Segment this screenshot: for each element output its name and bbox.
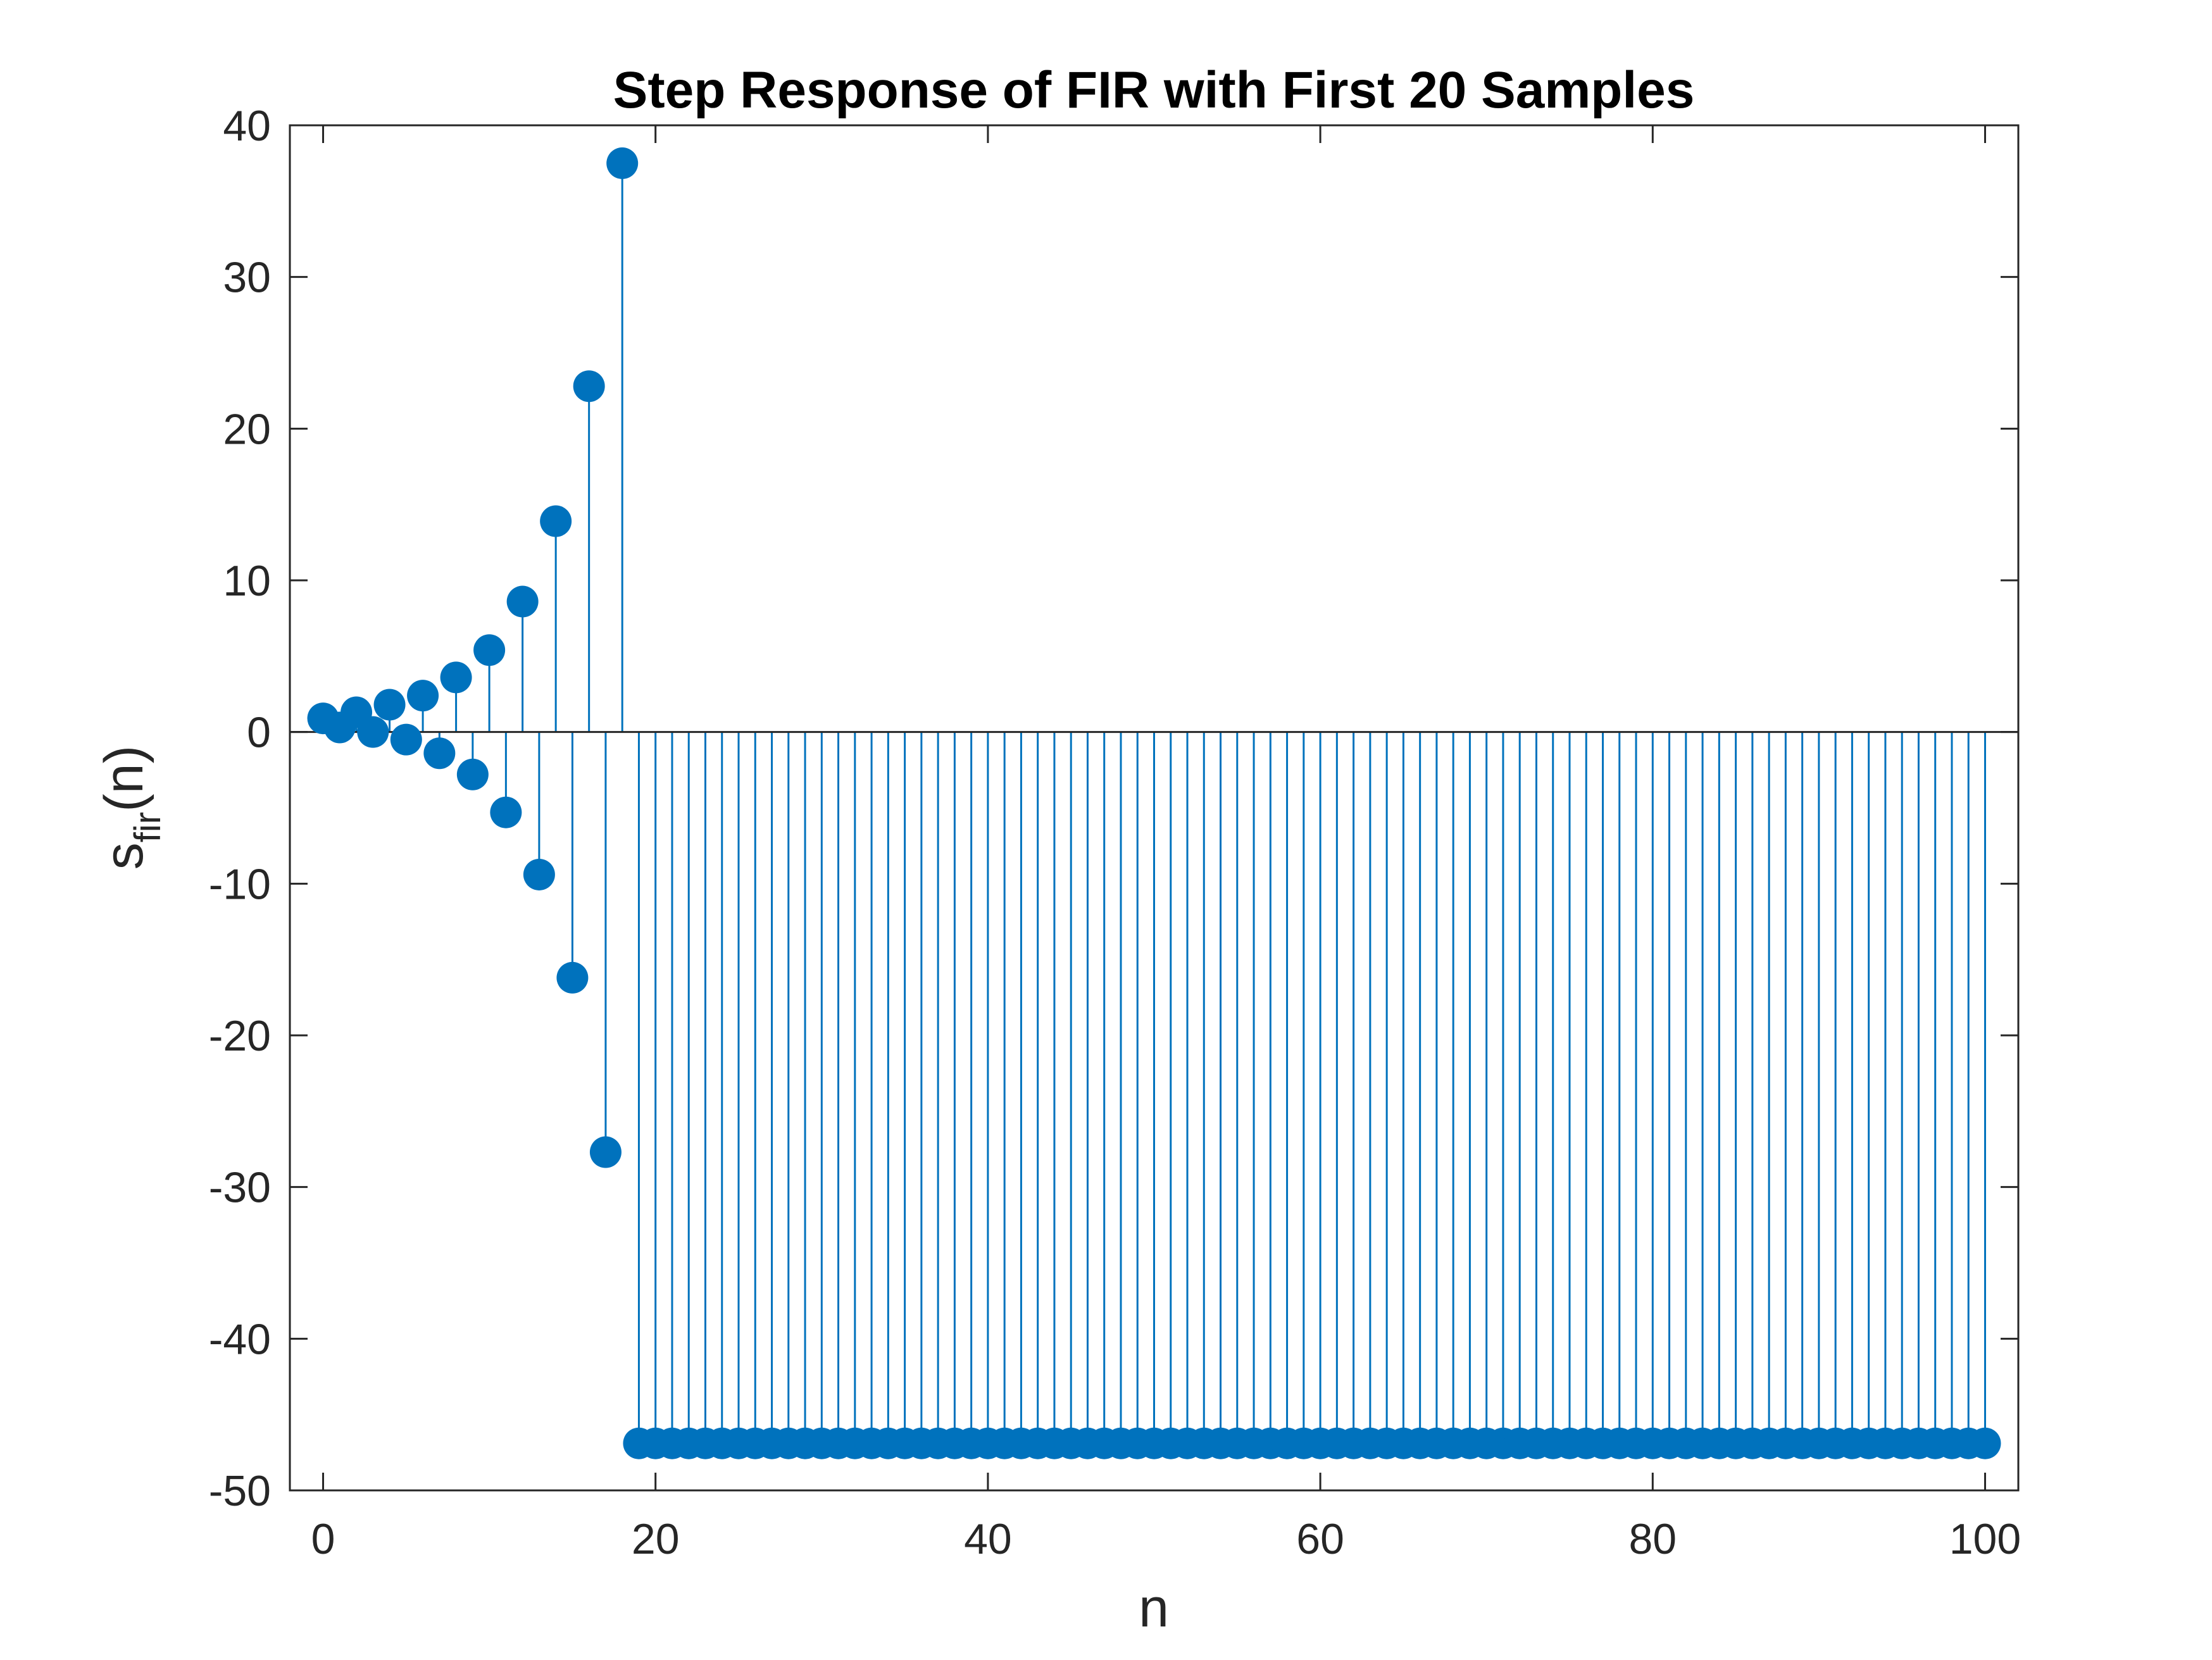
x-tick-label: 0 <box>311 1515 335 1563</box>
y-tick-label: 40 <box>223 102 271 150</box>
stem-marker <box>589 1136 622 1168</box>
x-tick-label: 60 <box>1296 1515 1344 1563</box>
x-tick-label: 100 <box>1949 1515 2021 1563</box>
stem-marker <box>540 505 572 537</box>
stem-marker <box>523 858 555 890</box>
stem-marker <box>506 585 539 618</box>
y-axis-label-base: s <box>94 842 154 870</box>
x-tick-labels: 0 20 40 60 80 100 <box>311 1515 2021 1563</box>
y-tick-label: -30 <box>209 1164 271 1212</box>
y-tick-label: -50 <box>209 1467 271 1515</box>
chart-title: Step Response of FIR with First 20 Sampl… <box>613 61 1695 119</box>
stem-lines <box>322 163 1986 1444</box>
y-tick-label: -40 <box>209 1315 271 1363</box>
stem-marker <box>456 758 489 790</box>
stem-marker <box>556 961 589 994</box>
stem-marker <box>407 680 439 712</box>
x-tick-label: 20 <box>632 1515 680 1563</box>
stem-marker <box>573 370 605 403</box>
y-tick-labels: -50 -40 -30 -20 -10 0 10 20 30 40 <box>209 102 271 1515</box>
stem-marker <box>390 723 422 756</box>
y-tick-label: 0 <box>247 709 271 757</box>
stem-marker <box>423 737 456 770</box>
y-axis-label: sfir(n) <box>94 746 168 870</box>
y-tick-label: 20 <box>223 405 271 453</box>
y-tick-label: -20 <box>209 1012 271 1060</box>
axes-box <box>289 124 2020 1492</box>
stem-marker <box>440 661 472 694</box>
x-tick-label: 80 <box>1628 1515 1677 1563</box>
stem-marker <box>606 147 639 179</box>
axis-ticks <box>290 124 2018 1492</box>
stem-marker <box>1969 1427 2001 1459</box>
x-axis-label: n <box>1139 1578 1169 1638</box>
y-tick-label: -10 <box>209 860 271 908</box>
stem-markers <box>307 147 2001 1459</box>
x-tick-label: 40 <box>964 1515 1012 1563</box>
stem-marker <box>373 689 406 721</box>
stem-marker <box>357 716 389 748</box>
stem-marker <box>473 634 506 666</box>
y-tick-label: 30 <box>223 254 271 302</box>
y-axis-label-subscript: fir <box>127 812 168 842</box>
y-axis-label-suffix: (n) <box>94 746 154 812</box>
stem-marker <box>490 796 522 828</box>
y-tick-label: 10 <box>223 557 271 605</box>
